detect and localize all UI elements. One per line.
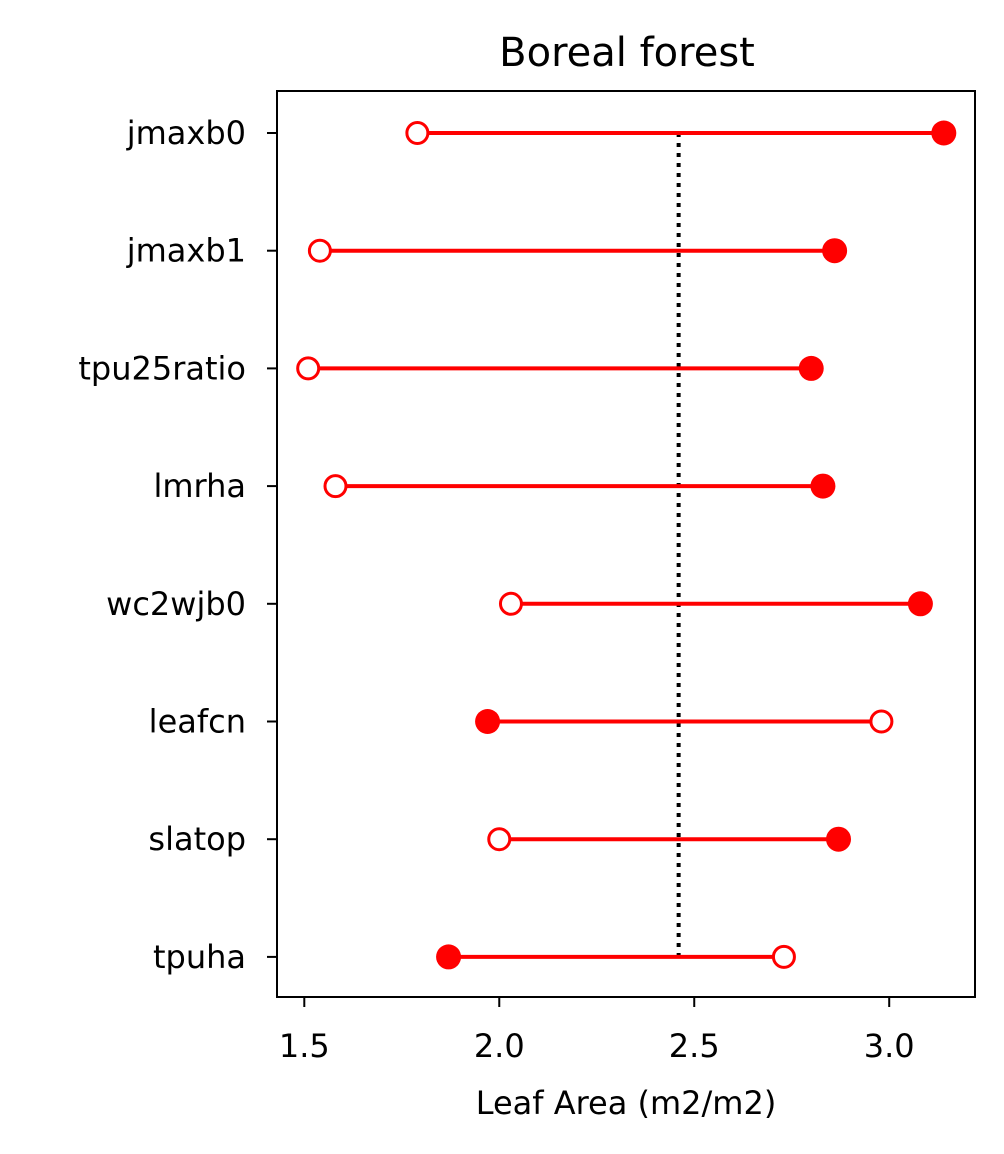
x-axis: 1.5 2.0 2.5 3.0 (279, 997, 915, 1065)
open-marker-jmaxb1 (307, 238, 332, 263)
filled-marker-lmrha (810, 473, 836, 499)
open-marker-tpuha (771, 944, 796, 969)
y-tick-label: slatop (148, 820, 246, 858)
y-tick-label: lmrha (153, 467, 246, 505)
x-tick-label: 1.5 (279, 1027, 330, 1065)
open-marker-tpu25ratio (296, 356, 321, 381)
filled-marker-jmaxb1 (822, 238, 848, 264)
plot-frame (276, 90, 976, 998)
x-tick-label: 2.0 (474, 1027, 525, 1065)
filled-marker-leafcn (475, 709, 501, 734)
open-marker-slatop (487, 827, 512, 852)
y-tick-label: leafcn (149, 703, 246, 741)
y-tick-label: tpu25ratio (78, 349, 246, 387)
open-marker-lmrha (323, 474, 348, 499)
y-tick-label: jmaxb0 (126, 114, 246, 152)
chart-title: Boreal forest (499, 30, 755, 76)
plot-area (296, 120, 957, 970)
open-marker-wc2wjb0 (498, 591, 523, 616)
filled-marker-wc2wjb0 (907, 591, 933, 617)
y-tick-label: wc2wjb0 (106, 585, 246, 623)
x-tick-label: 3.0 (864, 1027, 915, 1065)
y-axis: jmaxb0 jmaxb1 tpu25ratio lmrha wc2wjb0 leafcn… (78, 114, 277, 976)
y-tick-label: tpuha (153, 938, 246, 976)
open-marker-leafcn (869, 709, 894, 734)
y-tick-label: jmaxb1 (126, 232, 246, 270)
filled-marker-tpuha (436, 944, 462, 970)
filled-marker-slatop (826, 826, 852, 852)
open-marker-jmaxb0 (405, 121, 430, 145)
x-axis-label: Leaf Area (m2/m2) (476, 1084, 777, 1122)
x-tick-label: 2.5 (669, 1027, 720, 1065)
filled-marker-jmaxb0 (931, 120, 957, 146)
filled-marker-tpu25ratio (798, 355, 824, 381)
